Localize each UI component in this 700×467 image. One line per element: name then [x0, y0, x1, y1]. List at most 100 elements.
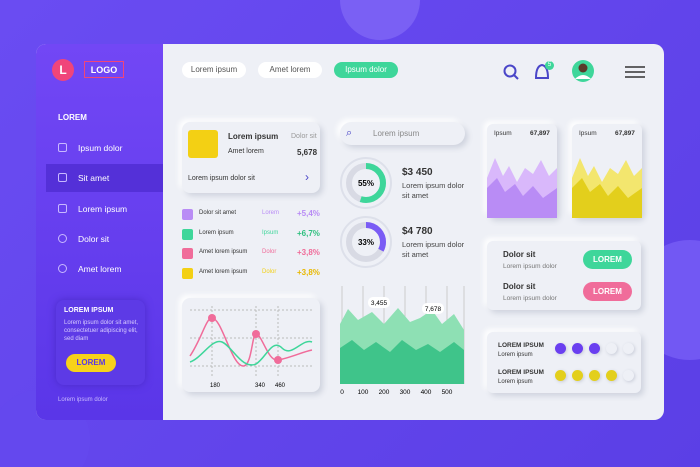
stat-name: Lorem ipsum — [199, 229, 234, 236]
summary-title: Lorem ipsum — [228, 132, 279, 141]
menu-label: Sit amet — [78, 173, 110, 183]
toggle-dot[interactable] — [589, 343, 600, 354]
x-tick-label: 500 — [442, 389, 453, 396]
donut-amount: $4 780 — [402, 226, 433, 237]
menu-item[interactable]: Ipsum dolor — [46, 134, 163, 162]
mini-title: Ipsum — [494, 130, 512, 137]
menu-item-active[interactable]: Sit amet — [46, 164, 163, 192]
summary-value: 5,678 — [297, 148, 318, 157]
stat-change: +5,4% — [297, 209, 320, 218]
search-box[interactable] — [340, 122, 465, 145]
shield-icon — [188, 130, 218, 158]
toggle-dot[interactable] — [606, 343, 617, 354]
stat-change: +3,8% — [297, 267, 320, 277]
stat-tag: Ipsum — [262, 229, 279, 236]
toggle-dot[interactable] — [623, 343, 634, 354]
menu-item[interactable]: Amet lorem — [46, 255, 163, 283]
stat-swatch — [182, 248, 193, 259]
mini-area — [572, 158, 642, 218]
arrow-icon[interactable]: › — [305, 170, 309, 184]
stat-swatch — [182, 209, 193, 220]
tab[interactable]: Amet lorem — [258, 62, 322, 78]
menu-label: Amet lorem — [78, 264, 122, 274]
x-tick-label: 300 — [400, 389, 411, 396]
stat-tag: Dolor — [262, 249, 277, 255]
menu-item[interactable]: Dolor sit — [46, 225, 163, 253]
toggle-dot[interactable] — [572, 343, 583, 354]
action-title: Dolor sit — [503, 282, 536, 291]
donut-text: Lorem ipsum dolor sit amet — [402, 240, 465, 259]
stat-name: Amet lorem ipsum — [199, 268, 248, 275]
x-tick-label: 460 — [275, 383, 286, 389]
action-text: Lorem ipsum dolor — [503, 295, 557, 302]
toggles-card — [487, 332, 641, 393]
summary-link[interactable]: Lorem ipsum dolor sit — [188, 175, 255, 182]
action-title: Dolor sit — [503, 250, 536, 259]
toggle-dot[interactable] — [555, 370, 566, 381]
toggle-dot[interactable] — [589, 370, 600, 381]
annotation: 3,455 — [371, 300, 388, 307]
x-tick-label: 100 — [358, 389, 369, 396]
stat-tag: Lorem — [262, 210, 280, 216]
menu-label: Dolor sit — [78, 234, 110, 244]
toggle-title: LOREM IPSUM — [498, 342, 544, 349]
stat-name: Amet lorem ipsum — [199, 249, 248, 255]
toggle-text: Lorem ipsum — [498, 352, 533, 358]
toggle-title: LOREM IPSUM — [498, 369, 544, 376]
donut-arc — [346, 163, 386, 203]
stat-change: +3,8% — [297, 248, 320, 257]
donut-arc — [346, 222, 386, 262]
toggle-dot[interactable] — [572, 370, 583, 381]
mini-area-front — [487, 178, 557, 218]
x-tick-label: 180 — [210, 383, 221, 389]
sidebar-footer: Lorem ipsum dolor — [58, 397, 108, 403]
stat-tag: Dolor — [262, 268, 277, 275]
notification-badge: 5 — [545, 61, 554, 70]
x-tick-label: 200 — [379, 389, 390, 396]
menu-item[interactable]: Lorem ipsum — [46, 195, 163, 223]
stat-swatch — [182, 268, 193, 279]
x-tick-label: 400 — [421, 389, 432, 396]
toggle-dot[interactable] — [555, 343, 566, 354]
promo-title: LOREM IPSUM — [64, 307, 114, 314]
logo: LOGO — [84, 61, 124, 78]
section-title: LOREM — [58, 113, 87, 122]
donut-label: 55% — [358, 179, 374, 188]
x-tick-label: 0 — [340, 389, 344, 396]
mini-value: 67,897 — [615, 130, 635, 137]
stat-swatch — [182, 229, 193, 240]
toggle-text: Lorem ipsum — [498, 379, 533, 385]
mini-area — [487, 158, 557, 218]
x-tick-label: 340 — [255, 383, 266, 389]
toggle-dot[interactable] — [623, 370, 634, 381]
action-button[interactable]: LOREM — [583, 282, 632, 301]
menu-label: Lorem ipsum — [78, 204, 128, 214]
promo-text: Lorem ipsum dolor sit amet, consectetuer… — [64, 320, 139, 342]
action-text: Lorem ipsum dolor — [503, 263, 557, 270]
annotation: 7,678 — [425, 306, 442, 313]
promo-button[interactable]: LOREM — [66, 354, 116, 372]
search-placeholder: Lorem ipsum — [373, 129, 420, 138]
mini-title: Ipsum — [579, 130, 597, 137]
line-chart-card — [182, 298, 320, 392]
logo-mark: L — [52, 59, 74, 81]
mini-area-front — [572, 178, 642, 218]
area-chart: 3,455 7,678 0 100 200 300 400 500 — [340, 286, 465, 396]
stat-name: Dolor sit amet — [199, 210, 237, 216]
summary-label: Amet lorem — [228, 148, 264, 155]
line-chart: 180 340 460 — [189, 306, 313, 389]
donut-label: 33% — [358, 238, 374, 247]
donuts: 55% $3 450 Lorem ipsum dolor sit amet 33% $4 … — [340, 157, 465, 268]
stat-change: +6,7% — [297, 228, 320, 238]
menu-label: Ipsum dolor — [78, 143, 123, 153]
tab[interactable]: Lorem ipsum — [182, 62, 246, 78]
toolbar-icons — [503, 60, 645, 82]
summary-subtitle: Dolor sit — [291, 133, 317, 140]
donut-text: Lorem ipsum dolor sit amet — [402, 181, 465, 200]
action-button[interactable]: LOREM — [583, 250, 632, 269]
tab-active[interactable]: Ipsum dolor — [334, 62, 398, 78]
toggle-dot[interactable] — [606, 370, 617, 381]
mini-value: 67,897 — [530, 130, 550, 137]
